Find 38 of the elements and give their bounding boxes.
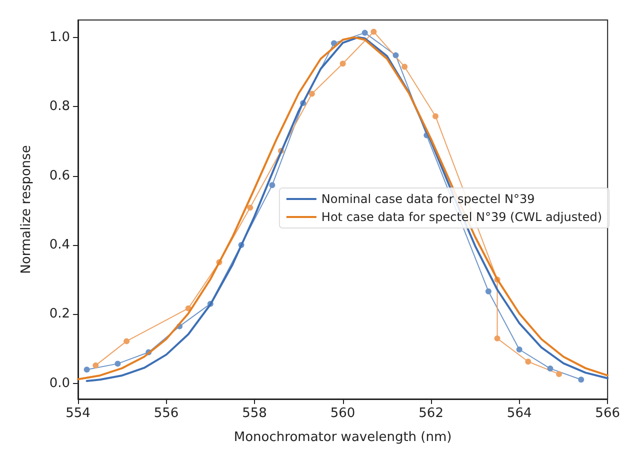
point — [547, 366, 554, 372]
y-tick-label: 0.8 — [49, 99, 70, 114]
point — [340, 60, 346, 67]
legend-label: Hot case data for spectel N°39 (CWL adjusted) — [321, 210, 602, 224]
point — [114, 360, 121, 367]
point — [485, 288, 492, 294]
x-tick-label: 566 — [595, 406, 620, 421]
point — [92, 362, 99, 368]
point — [124, 338, 130, 344]
point — [330, 40, 337, 46]
x-tick-label: 562 — [418, 406, 444, 421]
point — [84, 366, 90, 373]
point — [494, 335, 500, 342]
x-tick-label: 564 — [506, 406, 532, 421]
point — [392, 52, 399, 58]
point — [432, 113, 438, 120]
y-axis-title: Normalize response — [19, 145, 34, 274]
x-axis-title: Monochromator wavelength (nm) — [234, 430, 452, 445]
point — [525, 358, 532, 365]
point — [516, 346, 522, 353]
y-tick-label: 0.6 — [49, 168, 70, 184]
x-tick-label: 554 — [66, 406, 90, 421]
y-tick-label: 1.0 — [49, 30, 70, 45]
point — [362, 30, 368, 36]
x-tick-label: 558 — [242, 406, 267, 421]
x-tick-label: 556 — [154, 406, 179, 421]
point — [578, 376, 584, 383]
point — [370, 28, 377, 35]
point — [308, 90, 315, 97]
legend-label: Nominal case data for spectel N°39 — [321, 192, 535, 206]
point — [402, 64, 408, 70]
y-tick-label: 0.0 — [49, 376, 70, 391]
point — [269, 182, 276, 188]
y-tick-label: 0.2 — [49, 306, 70, 322]
point — [556, 371, 562, 378]
y-tick-label: 0.4 — [49, 237, 70, 252]
x-tick-label: 560 — [330, 406, 356, 421]
point — [247, 204, 254, 211]
